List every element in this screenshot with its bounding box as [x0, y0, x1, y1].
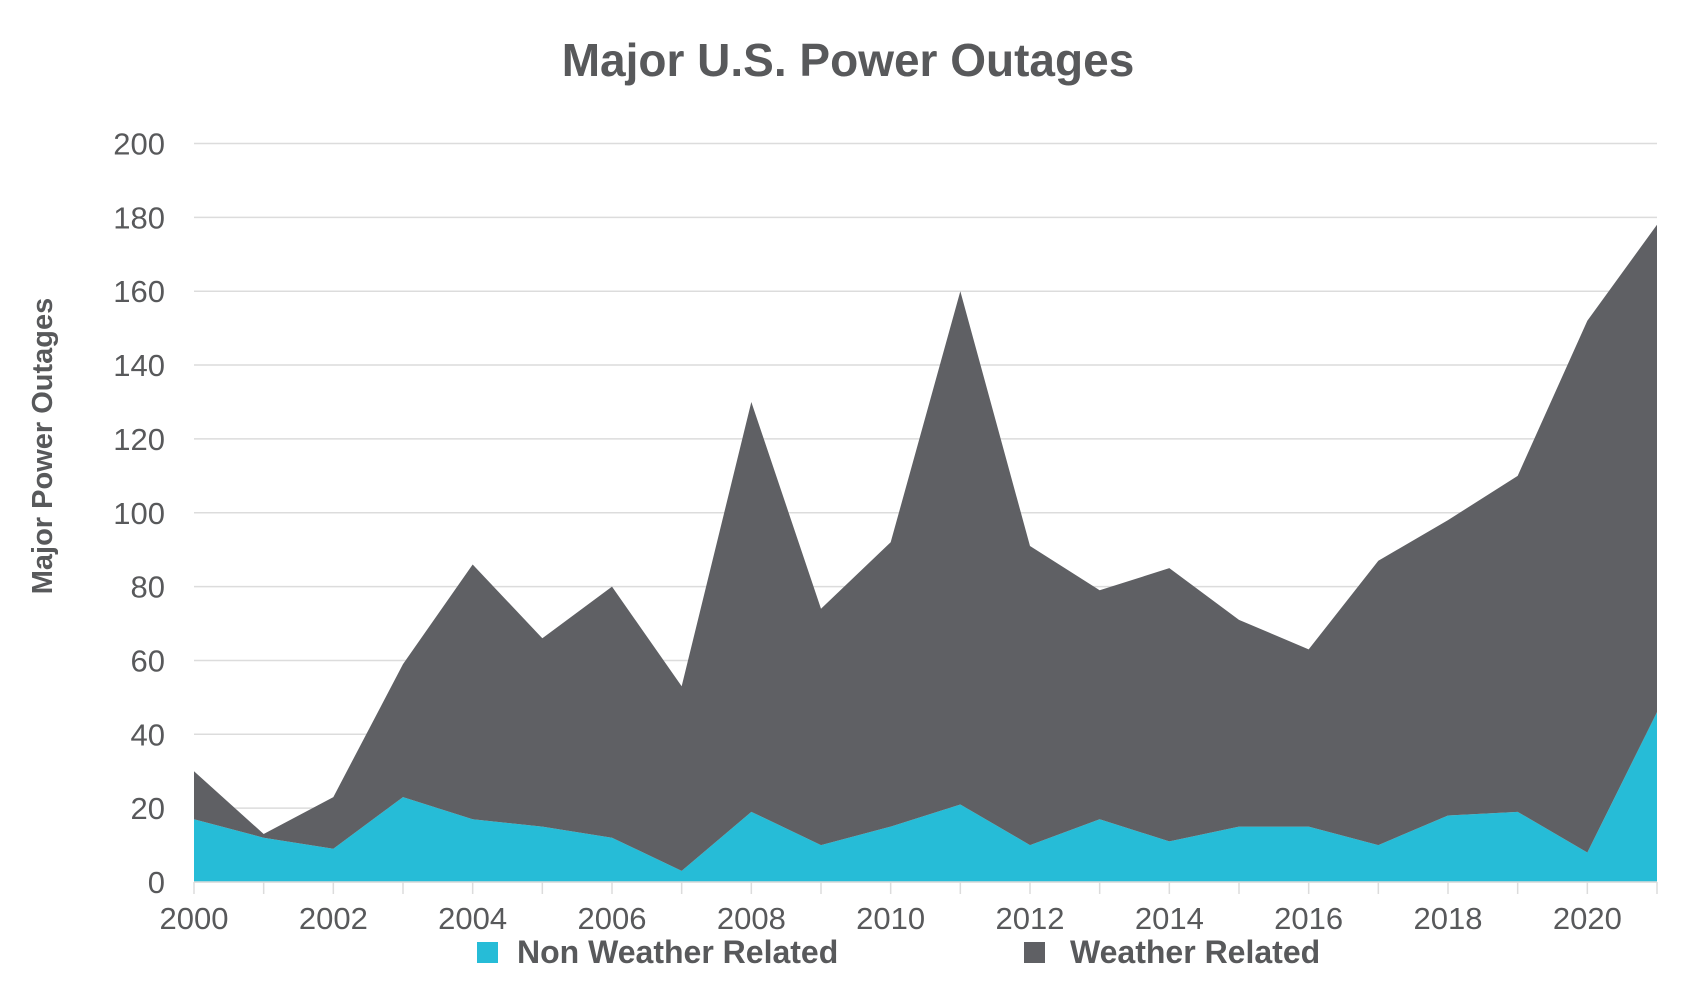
x-tick-label: 2002	[299, 901, 368, 936]
x-tick-label: 2020	[1553, 901, 1622, 936]
y-tick-label: 140	[113, 348, 165, 383]
x-tick-label: 2004	[438, 901, 507, 936]
y-axis: 0 20 40 60 80 100 120 140 160 180 200	[113, 127, 165, 901]
x-tick-label: 2018	[1414, 901, 1483, 936]
legend-swatch-weather	[1024, 942, 1045, 963]
x-tick-label: 2000	[160, 901, 229, 936]
chart-title: Major U.S. Power Outages	[562, 34, 1135, 86]
area-weather-related	[194, 225, 1657, 871]
y-tick-label: 120	[113, 422, 165, 457]
legend-swatch-non-weather	[477, 942, 498, 963]
x-tick-label: 2016	[1274, 901, 1343, 936]
legend-label-non-weather: Non Weather Related	[517, 934, 838, 970]
y-tick-label: 80	[131, 570, 165, 605]
y-tick-label: 100	[113, 496, 165, 531]
x-tick-label: 2014	[1135, 901, 1204, 936]
x-tick-label: 2008	[717, 901, 786, 936]
x-axis: 2000 2002 2004 2006 2008 2010 2012 2014 2016 2018…	[160, 882, 1657, 936]
y-axis-title: Major Power Outages	[27, 298, 59, 595]
y-tick-label: 160	[113, 274, 165, 309]
y-tick-label: 0	[148, 865, 165, 900]
y-tick-label: 20	[131, 791, 165, 826]
y-tick-label: 40	[131, 717, 165, 752]
x-tick-label: 2012	[996, 901, 1065, 936]
x-tick-label: 2006	[578, 901, 647, 936]
areas	[194, 225, 1657, 882]
y-tick-label: 60	[131, 643, 165, 678]
y-tick-label: 180	[113, 200, 165, 235]
x-tick-label: 2010	[856, 901, 925, 936]
y-tick-label: 200	[113, 127, 165, 162]
legend-label-weather: Weather Related	[1070, 934, 1320, 970]
legend: Non Weather Related Weather Related	[477, 934, 1320, 970]
